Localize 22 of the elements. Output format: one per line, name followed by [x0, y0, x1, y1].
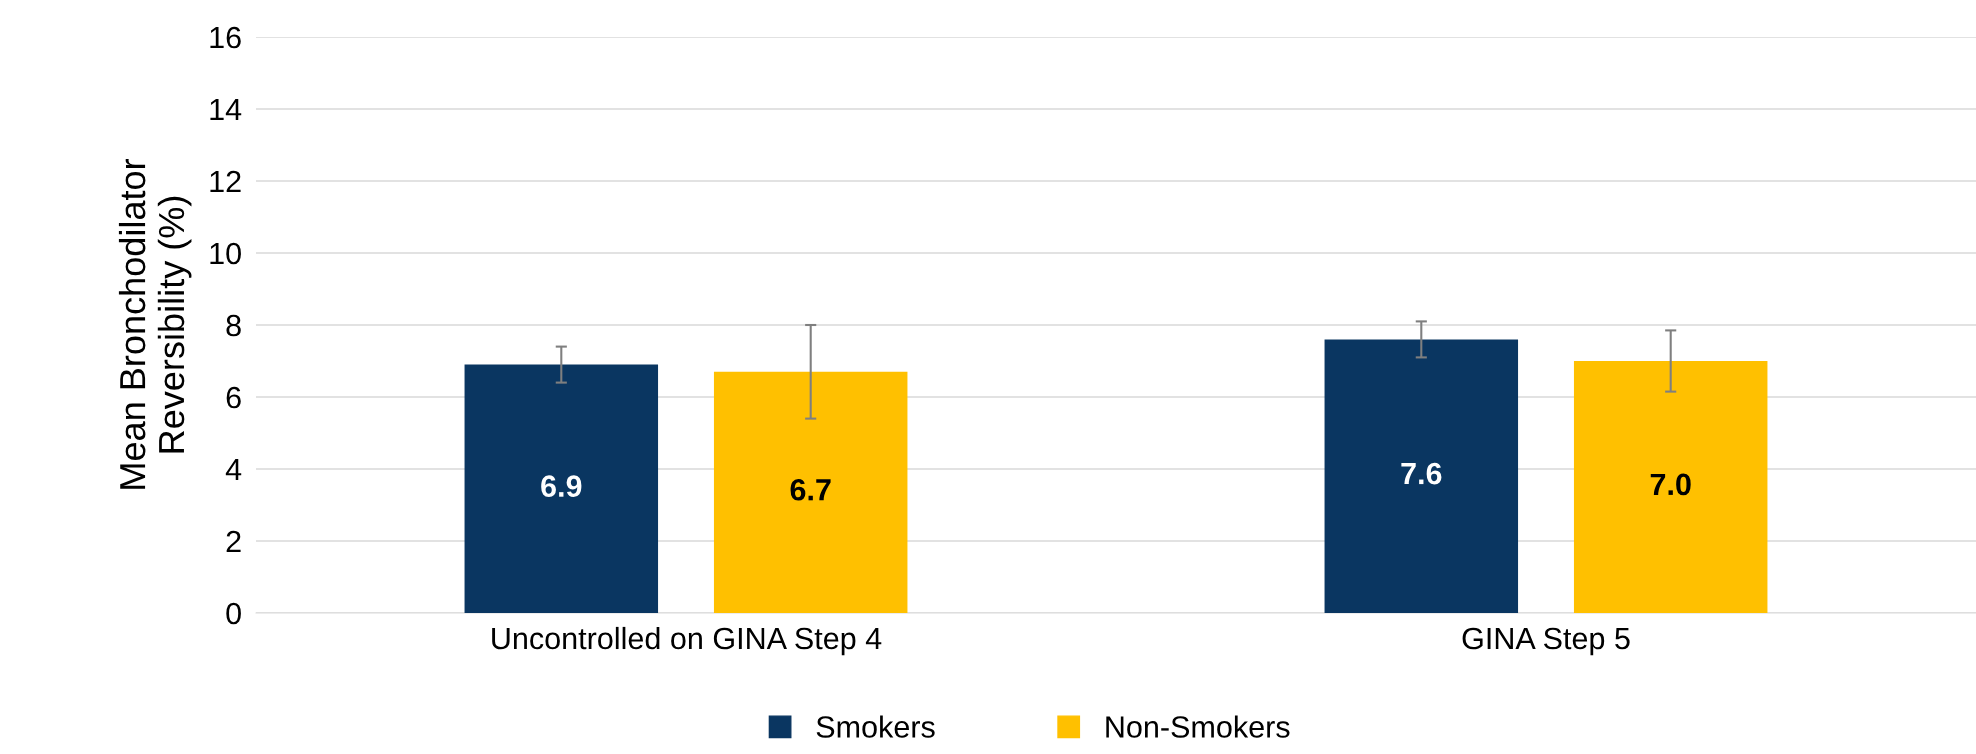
legend-label: Smokers [816, 715, 935, 738]
y-tick-label: 12 [210, 170, 241, 193]
bar [713, 371, 908, 613]
bar [1324, 339, 1519, 613]
x-tick-label: GINA Step 5 [1462, 627, 1630, 656]
y-tick-label: 0 [226, 602, 241, 625]
data-label: 7.0 [1650, 473, 1691, 496]
y-tick-label: 10 [210, 242, 241, 265]
y-tick-label: 16 [210, 26, 241, 49]
legend-label: Non-Smokers [1106, 715, 1290, 738]
x-tick-label: Uncontrolled on GINA Step 4 [492, 626, 882, 656]
bar [1573, 361, 1768, 613]
y-tick-label: 4 [225, 459, 242, 481]
y-tick-label: 6 [226, 386, 241, 409]
data-label: 7.6 [1401, 462, 1442, 485]
bar [464, 364, 659, 613]
y-tick-label: 14 [210, 99, 242, 121]
y-tick-label: 8 [226, 314, 241, 337]
data-label: 6.9 [541, 475, 582, 497]
data-label: 6.7 [790, 478, 831, 501]
y-tick-label: 2 [226, 530, 241, 553]
y-axis-title: Mean Bronchodilator Reversibility (%) [118, 158, 192, 489]
